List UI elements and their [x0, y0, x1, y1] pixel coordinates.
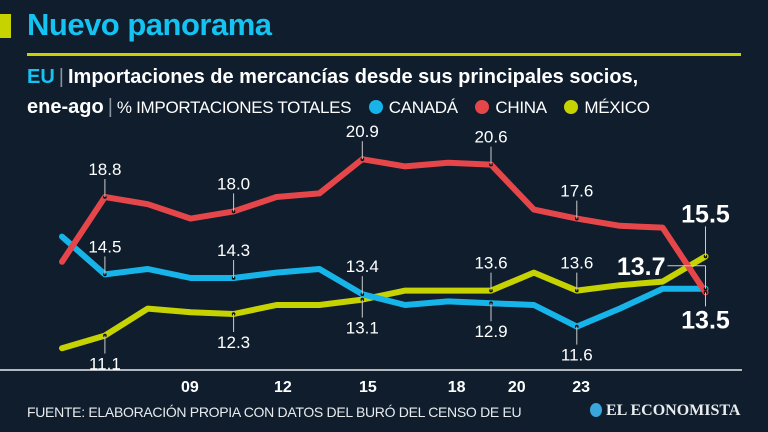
country-label: EU — [27, 66, 55, 88]
chart-subtitle-line2: ene-ago |% IMPORTACIONES TOTALES CANADÁ C… — [27, 94, 650, 121]
title-accent-bar — [0, 14, 11, 38]
data-point-marker — [103, 272, 107, 277]
data-label: 17.6 — [560, 182, 593, 201]
legend-china: CHINA — [495, 98, 547, 117]
x-tick-label: 20 — [508, 379, 526, 396]
x-tick-label: 09 — [181, 379, 199, 396]
data-label: 12.3 — [217, 333, 250, 352]
data-label: 13.5 — [681, 306, 730, 334]
x-tick-label: 18 — [448, 379, 466, 396]
data-label: 18.0 — [217, 174, 250, 193]
series-line-méxico — [59, 253, 709, 352]
source-note: FUENTE: ELABORACIÓN PROPIA CON DATOS DEL… — [27, 404, 522, 420]
x-tick-label: 12 — [274, 379, 292, 396]
chart-subtitle: EU | Importaciones de mercancías desde sus… — [27, 64, 638, 90]
page-title: Nuevo panorama — [27, 7, 272, 42]
separator: | — [107, 96, 113, 118]
data-label: 20.6 — [474, 128, 507, 147]
legend-mexico: MÉXICO — [584, 98, 650, 117]
data-label: 13.4 — [346, 257, 379, 276]
brand-logo: EL ECONOMISTA — [590, 402, 740, 420]
data-label: 13.1 — [346, 319, 379, 338]
data-label: 11.6 — [561, 346, 593, 365]
subtitle-text: Importaciones de mercancías desde sus pr… — [68, 66, 639, 88]
data-point-marker — [575, 288, 579, 293]
period-label: ene-ago — [27, 96, 104, 118]
data-label: 15.5 — [681, 200, 730, 228]
data-label: 13.6 — [474, 254, 507, 273]
unit-label: % IMPORTACIONES TOTALES — [116, 98, 352, 117]
data-point-marker — [489, 288, 493, 293]
data-label: 18.8 — [88, 160, 121, 179]
data-label: 12.9 — [474, 322, 507, 341]
legend-dot-canada — [368, 100, 383, 114]
x-tick-label: 23 — [572, 379, 590, 396]
data-label: 14.5 — [88, 237, 121, 256]
data-label: 13.6 — [560, 254, 593, 273]
data-label: 11.1 — [89, 355, 121, 374]
globe-icon — [590, 403, 602, 417]
separator: | — [58, 66, 64, 88]
series-line-china — [59, 156, 709, 296]
data-label: 13.7 — [617, 253, 666, 281]
data-label: 14.3 — [217, 241, 250, 260]
title-divider — [27, 53, 741, 56]
legend-dot-china — [475, 100, 490, 114]
legend-canada: CANADÁ — [388, 98, 458, 117]
data-label: 20.9 — [346, 122, 379, 141]
logo-text: EL ECONOMISTA — [606, 402, 741, 419]
x-tick-label: 15 — [359, 379, 377, 396]
legend-dot-mexico — [564, 100, 579, 114]
series-line-canadá — [59, 233, 709, 330]
